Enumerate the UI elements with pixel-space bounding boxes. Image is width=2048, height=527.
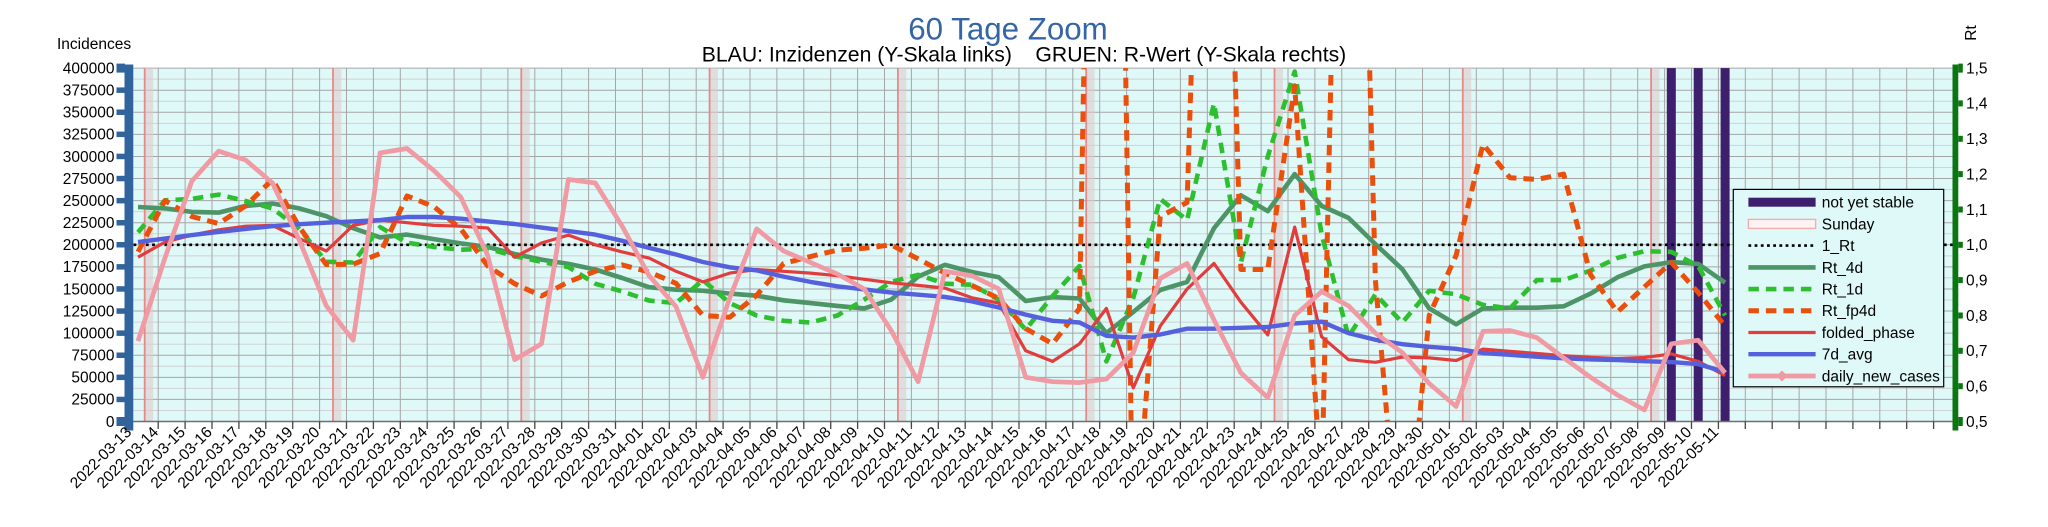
svg-text:325000: 325000 <box>63 127 115 144</box>
svg-text:7d_avg: 7d_avg <box>1822 347 1873 364</box>
svg-text:Rt_fp4d: Rt_fp4d <box>1822 303 1876 320</box>
svg-text:Incidences: Incidences <box>57 36 131 53</box>
svg-text:125000: 125000 <box>63 303 115 320</box>
svg-text:375000: 375000 <box>63 83 115 100</box>
svg-text:0,6: 0,6 <box>1966 379 1988 396</box>
svg-text:1,1: 1,1 <box>1966 202 1988 219</box>
svg-text:0,9: 0,9 <box>1966 272 1988 289</box>
svg-text:folded_phase: folded_phase <box>1822 325 1915 342</box>
svg-text:225000: 225000 <box>63 215 115 232</box>
svg-text:0: 0 <box>106 414 115 431</box>
svg-text:400000: 400000 <box>63 60 115 77</box>
svg-text:1,5: 1,5 <box>1966 60 1988 77</box>
svg-text:25000: 25000 <box>71 392 114 409</box>
svg-text:not yet stable: not yet stable <box>1822 195 1914 212</box>
svg-text:1,4: 1,4 <box>1966 96 1988 113</box>
svg-text:0,5: 0,5 <box>1966 414 1988 431</box>
svg-text:1,0: 1,0 <box>1966 237 1988 254</box>
svg-text:200000: 200000 <box>63 237 115 254</box>
svg-text:0,8: 0,8 <box>1966 308 1988 325</box>
svg-text:1,3: 1,3 <box>1966 131 1988 148</box>
svg-text:50000: 50000 <box>71 370 114 387</box>
svg-text:350000: 350000 <box>63 105 115 122</box>
svg-text:150000: 150000 <box>63 281 115 298</box>
svg-text:Rt_1d: Rt_1d <box>1822 282 1863 299</box>
svg-text:Rt: Rt <box>1963 25 1980 41</box>
svg-text:250000: 250000 <box>63 193 115 210</box>
svg-text:Sunday: Sunday <box>1822 216 1875 233</box>
svg-text:275000: 275000 <box>63 171 115 188</box>
svg-text:1_Rt: 1_Rt <box>1822 238 1855 255</box>
svg-text:60 Tage Zoom: 60 Tage Zoom <box>908 12 1108 47</box>
svg-text:BLAU: Inzidenzen (Y-Skala link: BLAU: Inzidenzen (Y-Skala links) GRUEN: … <box>702 44 1346 67</box>
svg-text:1,2: 1,2 <box>1966 166 1988 183</box>
svg-text:Rt_4d: Rt_4d <box>1822 260 1863 277</box>
svg-text:75000: 75000 <box>71 348 114 365</box>
svg-text:300000: 300000 <box>63 149 115 166</box>
svg-text:0,7: 0,7 <box>1966 343 1988 360</box>
svg-text:daily_new_cases: daily_new_cases <box>1822 368 1940 385</box>
svg-text:175000: 175000 <box>63 259 115 276</box>
svg-text:100000: 100000 <box>63 325 115 342</box>
